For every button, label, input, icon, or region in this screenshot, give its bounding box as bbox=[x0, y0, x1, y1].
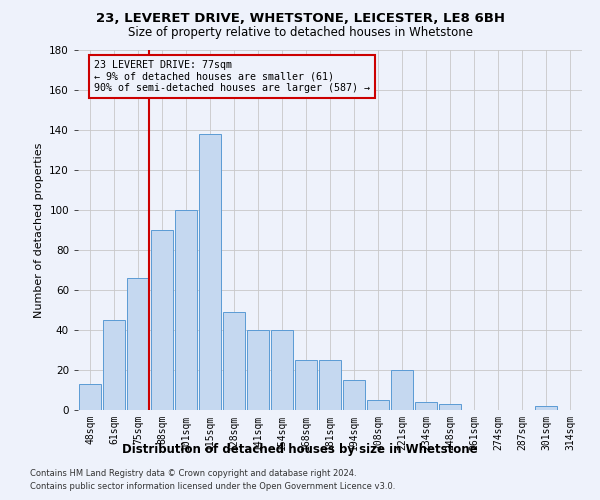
Bar bbox=[295, 360, 317, 410]
Text: Distribution of detached houses by size in Whetstone: Distribution of detached houses by size … bbox=[122, 442, 478, 456]
Bar bbox=[439, 404, 461, 410]
Bar bbox=[79, 384, 101, 410]
Bar bbox=[127, 278, 149, 410]
Text: Contains HM Land Registry data © Crown copyright and database right 2024.: Contains HM Land Registry data © Crown c… bbox=[30, 468, 356, 477]
Y-axis label: Number of detached properties: Number of detached properties bbox=[34, 142, 44, 318]
Bar bbox=[103, 320, 125, 410]
Bar bbox=[247, 330, 269, 410]
Bar bbox=[343, 380, 365, 410]
Bar bbox=[319, 360, 341, 410]
Bar bbox=[415, 402, 437, 410]
Bar bbox=[271, 330, 293, 410]
Bar bbox=[367, 400, 389, 410]
Bar bbox=[199, 134, 221, 410]
Bar bbox=[391, 370, 413, 410]
Bar bbox=[175, 210, 197, 410]
Bar bbox=[151, 230, 173, 410]
Bar bbox=[223, 312, 245, 410]
Text: 23, LEVERET DRIVE, WHETSTONE, LEICESTER, LE8 6BH: 23, LEVERET DRIVE, WHETSTONE, LEICESTER,… bbox=[95, 12, 505, 26]
Text: Contains public sector information licensed under the Open Government Licence v3: Contains public sector information licen… bbox=[30, 482, 395, 491]
Text: 23 LEVERET DRIVE: 77sqm
← 9% of detached houses are smaller (61)
90% of semi-det: 23 LEVERET DRIVE: 77sqm ← 9% of detached… bbox=[94, 60, 370, 93]
Text: Size of property relative to detached houses in Whetstone: Size of property relative to detached ho… bbox=[128, 26, 473, 39]
Bar bbox=[535, 406, 557, 410]
